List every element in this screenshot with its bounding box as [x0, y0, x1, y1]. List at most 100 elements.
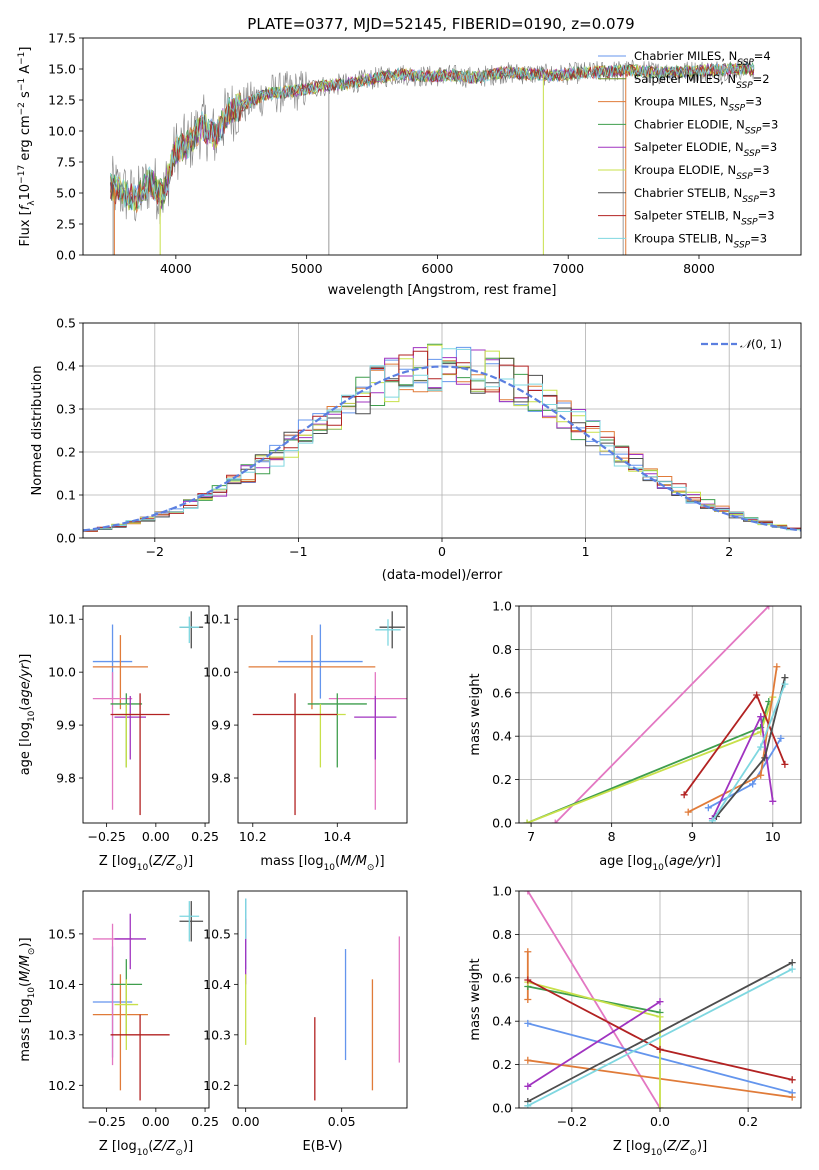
- weight-marker-5: [769, 797, 777, 805]
- legend-entry-2-part: Kroupa MILES, N: [634, 95, 729, 109]
- y-tick-label: 10.2: [203, 1078, 231, 1093]
- z-vs-weight-lines: [524, 891, 796, 1108]
- x-tick-label: 0: [438, 544, 446, 559]
- y-tick-label: 10.4: [48, 977, 76, 992]
- legend-entry-3-part: =3: [761, 117, 778, 131]
- y-tick-label: 5.0: [56, 186, 76, 201]
- z-vs-age-x-axis-label-part: (: [148, 854, 153, 869]
- ebv-vs-mass-x-axis-label-part: E(B-V): [302, 1139, 342, 1154]
- weight-marker-0: [524, 891, 532, 895]
- y-tick-label: 0.1: [56, 488, 76, 503]
- z-vs-age-x-axis-label: Z [log10(Z/Z⊙)]: [99, 854, 193, 873]
- y-tick-label: 0.3: [56, 402, 76, 417]
- x-tick-label: −0.25: [87, 829, 125, 844]
- legend-entry-4-part: Salpeter ELODIE, N: [634, 140, 744, 154]
- weight-marker-7: [781, 674, 789, 682]
- y-tick-label: 9.8: [211, 771, 231, 786]
- spectrum-y-axis-label-part: Flux [: [18, 210, 33, 246]
- y-tick-label: 10.0: [48, 665, 76, 680]
- legend-entry-7-part: SSP: [741, 218, 758, 228]
- spectrum-y-axis-label-part: λ: [27, 200, 37, 206]
- z-vs-mass-y-axis-label-part: ⊙: [27, 948, 37, 956]
- mass-vs-age-x-axis-label-part: ⊙: [367, 863, 375, 873]
- legend-entry-3-part: SSP: [745, 126, 762, 136]
- z-vs-age-x-axis-label-part: ⊙: [175, 863, 183, 873]
- spectrum-y-axis-label-part: −2: [17, 102, 27, 115]
- x-tick-label: 8000: [683, 261, 715, 276]
- mass-vs-age-x-axis-label-part: M/M: [340, 854, 367, 869]
- spectrum-y-axis-label-part: −1: [17, 52, 27, 65]
- legend-entry-5: Kroupa ELODIE, NSSP=3: [634, 163, 770, 182]
- weight-marker-1: [524, 1019, 532, 1027]
- mass-vs-age-axes: [234, 618, 338, 827]
- legend-entry-normal-part: (0, 1): [751, 337, 782, 351]
- weight-marker-6: [524, 1082, 532, 1090]
- weight-marker-7: [656, 1045, 664, 1053]
- x-tick-label: 9: [688, 829, 696, 844]
- z-vs-mass-x-axis-label-part: (: [148, 1139, 153, 1154]
- z-vs-weight-x-axis-label-part: )]: [697, 1139, 707, 1154]
- mass-vs-age-frame: [237, 605, 408, 824]
- z-vs-age-y-axis-label-part: )]: [18, 654, 33, 664]
- y-tick-label: 0.0: [492, 816, 512, 831]
- z-vs-weight-x-axis-label-part: Z/Z: [666, 1139, 690, 1154]
- z-vs-age-y-axis-label-part: age [log: [18, 722, 33, 775]
- y-tick-label: 0.2: [492, 1057, 512, 1072]
- age-vs-weight-x-axis-label-part: (: [664, 854, 669, 869]
- weight-line-6: [527, 1000, 661, 1088]
- x-tick-label: 0.25: [191, 1114, 219, 1129]
- x-tick-label: −1: [289, 544, 307, 559]
- weight-marker-2: [523, 819, 531, 823]
- spectrum-title: PLATE=0377, MJD=52145, FIBERID=0190, z=0…: [247, 15, 634, 33]
- z-vs-mass-y-axis-label-part: 10: [27, 987, 37, 999]
- residuals-frame: [82, 322, 802, 539]
- x-tick-label: 2: [725, 544, 733, 559]
- weight-marker-2: [788, 1093, 796, 1101]
- z-vs-age-x-axis-label-part: Z/Z: [152, 854, 176, 869]
- z-vs-age-y-axis-label: age [log10(age/yr)]: [18, 654, 37, 776]
- spectrum-lines: [110, 58, 755, 255]
- y-tick-label: 10.1: [48, 612, 76, 627]
- z-vs-mass-x-axis-label-part: 10: [137, 1148, 149, 1158]
- legend-entry-6-part: =3: [759, 186, 776, 200]
- y-tick-label: 0.6: [492, 970, 512, 985]
- ebv-vs-mass-x-axis-label: E(B-V): [302, 1139, 342, 1154]
- legend-entry-1-part: SSP: [736, 81, 753, 91]
- z-vs-age-frame: [82, 605, 210, 824]
- z-vs-age-x-axis-label-part: Z [log: [99, 854, 137, 869]
- z-vs-age-x-axis-label-part: 10: [137, 863, 149, 873]
- mass-vs-age-points: [248, 611, 407, 816]
- legend-entry-4-part: =3: [760, 140, 777, 154]
- y-tick-label: 0.0: [56, 531, 76, 546]
- legend-entry-1-part: =2: [753, 72, 770, 86]
- y-tick-label: 10.0: [203, 665, 231, 680]
- weight-marker-6: [781, 760, 789, 768]
- legend-entry-5-part: =3: [753, 163, 770, 177]
- z-vs-weight-frame: [518, 890, 802, 1109]
- x-tick-label: 0.00: [232, 1114, 260, 1129]
- weight-marker-8: [708, 817, 716, 823]
- weight-marker-0: [765, 606, 773, 610]
- z-vs-weight-y-axis-label: mass weight: [468, 958, 483, 1040]
- legend-entry-0: Chabrier MILES, NSSP=4: [634, 49, 771, 68]
- y-tick-label: 9.8: [56, 771, 76, 786]
- legend-entry-6-part: SSP: [742, 195, 759, 205]
- y-tick-label: 12.5: [48, 93, 76, 108]
- weight-marker-2: [524, 1056, 532, 1064]
- model-line-7: [110, 62, 755, 209]
- z-vs-age-y-axis-label-part: (: [18, 706, 33, 711]
- spectrum-y-axis-label-part: ]: [18, 47, 33, 52]
- y-tick-label: 9.9: [211, 718, 231, 733]
- spectrum-x-axis-label: wavelength [Angstrom, rest frame]: [328, 283, 557, 298]
- spectrum-axes: [79, 37, 700, 259]
- weight-line-9: [527, 968, 793, 1107]
- residuals-x-axis-label: (data-model)/error: [382, 568, 503, 583]
- z-vs-age-y-axis-label-part: 10: [27, 710, 37, 722]
- y-tick-label: 1.0: [492, 599, 512, 614]
- spectrum-y-axis-label-part: 10: [18, 184, 33, 201]
- y-tick-label: 10.4: [203, 977, 231, 992]
- weight-marker-7: [524, 976, 532, 984]
- x-tick-label: −0.2: [557, 1114, 587, 1129]
- spectrum-y-axis-label: Flux [fλ10−17 erg cm−2 s−1 A−1]: [17, 47, 37, 247]
